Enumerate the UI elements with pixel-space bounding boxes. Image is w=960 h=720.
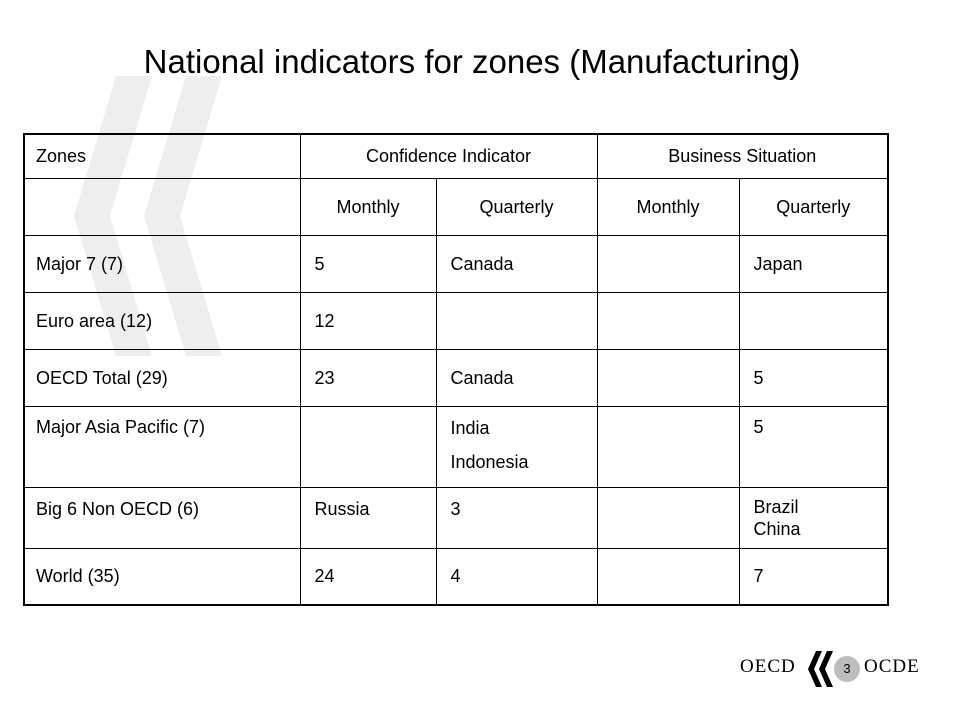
ci-monthly-cell (299, 405, 437, 488)
bs-monthly-cell (596, 348, 740, 407)
zone-cell: Big 6 Non OECD (6) (23, 486, 301, 549)
table-row: Big 6 Non OECD (6) Russia 3 Brazil China (23, 486, 890, 549)
header-business-situation: Business Situation (596, 133, 890, 179)
subheader-ci-monthly: Monthly (299, 177, 437, 236)
zone-cell: Major Asia Pacific (7) (23, 405, 301, 488)
bs-monthly-cell (596, 405, 740, 488)
ci-quarterly-cell: 4 (435, 547, 598, 606)
ci-quarterly-cell: Canada (435, 348, 598, 407)
bs-monthly-cell (596, 486, 740, 549)
logo-text-oecd: OECD (740, 656, 796, 677)
table-row: Major Asia Pacific (7) India Indonesia 5 (23, 405, 890, 488)
header-confidence-indicator: Confidence Indicator (299, 133, 598, 179)
bs-quarterly-cell: 7 (738, 547, 890, 606)
bs-quarterly-cell (738, 291, 890, 350)
bs-quarterly-cell: Japan (738, 234, 890, 293)
ci-monthly-cell: 12 (299, 291, 437, 350)
table-row: Major 7 (7) 5 Canada Japan (23, 234, 890, 293)
ci-monthly-cell: 23 (299, 348, 437, 407)
bs-quarterly-cell: 5 (738, 348, 890, 407)
bs-quarterly-line: Brazil (753, 496, 799, 517)
ci-quarterly-cell: 3 (435, 486, 598, 549)
ci-monthly-cell: Russia (299, 486, 437, 549)
table-header-row: Zones Confidence Indicator Business Situ… (23, 133, 890, 179)
ci-monthly-cell: 24 (299, 547, 437, 606)
logo-text-ocde: OCDE (864, 656, 920, 677)
oecd-chevron-icon (808, 651, 833, 687)
table-row: World (35) 24 4 7 (23, 547, 890, 606)
subheader-empty (23, 177, 301, 236)
subheader-bs-monthly: Monthly (596, 177, 740, 236)
bs-monthly-cell (596, 547, 740, 606)
zone-cell: OECD Total (29) (23, 348, 301, 407)
ci-quarterly-line: India (450, 417, 490, 438)
bs-quarterly-cell: Brazil China (738, 486, 890, 549)
table-row: Euro area (12) 12 (23, 291, 890, 350)
oecd-footer-logo: OECD 3 OCDE (736, 648, 936, 692)
indicators-table: Zones Confidence Indicator Business Situ… (23, 133, 890, 606)
ci-quarterly-cell (435, 291, 598, 350)
table-row: OECD Total (29) 23 Canada 5 (23, 348, 890, 407)
ci-quarterly-cell: India Indonesia (435, 405, 598, 488)
bs-monthly-cell (596, 234, 740, 293)
header-zones: Zones (23, 133, 301, 179)
bs-quarterly-cell: 5 (738, 405, 890, 488)
logo-chevron-right (819, 651, 833, 687)
page-title: National indicators for zones (Manufactu… (143, 43, 801, 80)
logo-chevron-left (808, 651, 822, 687)
table-subheader-row: Monthly Quarterly Monthly Quarterly (23, 177, 890, 236)
bs-monthly-cell (596, 291, 740, 350)
ci-quarterly-cell: Canada (435, 234, 598, 293)
ci-monthly-cell: 5 (299, 234, 437, 293)
zone-cell: Major 7 (7) (23, 234, 301, 293)
page-number-badge: 3 (834, 656, 860, 682)
subheader-bs-quarterly: Quarterly (738, 177, 890, 236)
subheader-ci-quarterly: Quarterly (435, 177, 598, 236)
bs-quarterly-line: China (753, 518, 801, 539)
ci-quarterly-line: Indonesia (450, 451, 529, 472)
zone-cell: World (35) (23, 547, 301, 606)
zone-cell: Euro area (12) (23, 291, 301, 350)
